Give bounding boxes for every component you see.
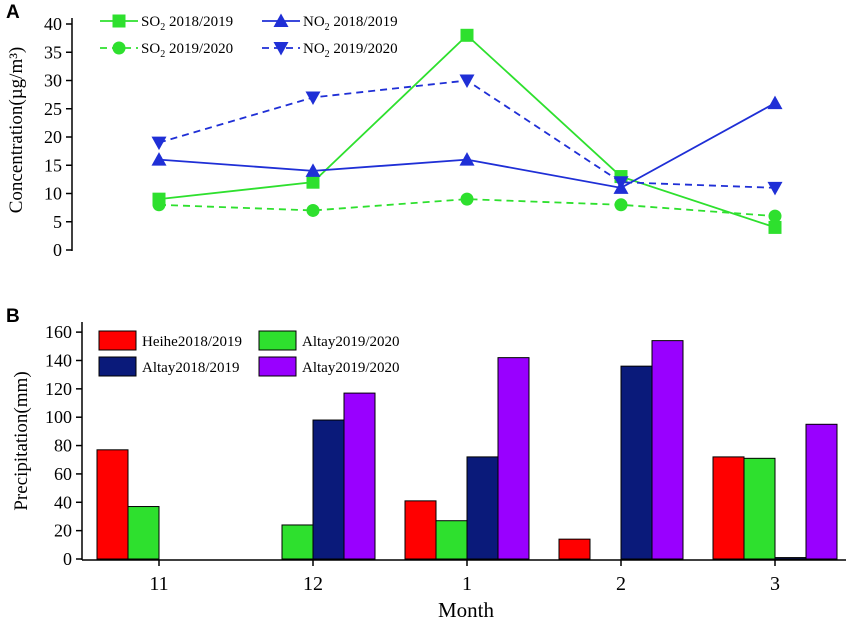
y-tick-label: 60 [54,464,72,484]
y-tick-label: 20 [54,521,72,541]
legend-label: Altay2019/2020 [302,360,400,376]
bar-group [96,340,838,560]
data-point-so2-2019-2020 [460,192,474,206]
bar-altay2018-2019-2 [774,557,807,560]
bar-altay2019-2020-3 [343,392,376,560]
x-tick-label: 11 [149,573,168,595]
y-tick-label: 80 [54,436,72,456]
legend-swatch [98,330,137,351]
legend-label: Altay2018/2019 [142,360,240,376]
legend-label: SO2 2019/2020 [141,41,233,60]
y-tick-group: 0 20 40 60 80 100 120 140 160 [45,322,82,569]
bar-altay2019-2020-3 [497,357,530,560]
data-point-no2-2018-2019 [459,152,475,166]
bar-heihe2018-2019-0 [404,500,437,560]
legend-swatch [258,330,297,351]
y-axis-title-b: Precipitation(mm) [11,371,32,510]
legend-a: SO2 2018/2019 NO2 2018/2019 SO2 2019/2020 N… [100,13,398,60]
data-point-so2-2019-2020 [614,198,628,212]
bar-altay2018-2019-2 [620,365,653,560]
y-tick-label: 100 [45,407,72,427]
data-point-so2-2019-2020 [152,198,166,212]
series-line-no2-2019-2020 [158,79,776,189]
data-point-no2-2018-2019 [151,152,167,166]
bar-heihe2018-2019-0 [96,449,129,560]
panel-a-label: A [6,2,20,23]
y-axis-a: 0 5 10 15 20 25 30 35 40 [44,14,73,260]
legend-marker [112,41,126,55]
data-point-no2-2018-2019 [305,163,321,177]
y-tick-label: 120 [45,379,72,399]
legend-label: Heihe2018/2019 [142,334,242,350]
x-axis-title-b: Month [438,598,495,622]
x-tick-label: 1 [462,573,472,595]
series-line-so2-2019-2020 [158,198,776,217]
y-tick-label: 20 [44,127,62,147]
data-point-no2-2019-2020 [151,136,167,151]
bar-altay2019-2020-3 [805,423,838,560]
legend-label: SO2 2018/2019 [141,14,233,33]
y-tick-label: 35 [44,42,62,62]
legend-label: NO2 2018/2019 [303,14,398,33]
data-point-so2-2018-2019 [768,220,782,234]
y-tick-label: 0 [63,549,72,569]
line-chart-concentration: 0 5 10 15 20 25 30 35 40 Concentration(µg/m³) SO… [6,13,783,260]
y-tick-label: 5 [53,212,62,232]
bar-altay2019-2020-1 [743,457,776,560]
y-tick-label: 30 [44,71,62,91]
y-tick-label: 15 [44,155,62,175]
bar-altay2019-2020-1 [127,506,160,560]
bar-heihe2018-2019-0 [712,456,745,560]
y-tick-label: 140 [45,350,72,370]
data-point-so2-2018-2019 [460,28,474,42]
data-point-no2-2018-2019 [767,95,783,110]
x-tick-label: 12 [303,573,323,595]
bar-altay2018-2019-2 [312,419,345,560]
y-tick-label: 10 [44,184,62,204]
bar-altay2019-2020-1 [281,524,314,560]
y-tick-label: 25 [44,99,62,119]
x-tick-label: 3 [770,573,780,595]
legend-label: Altay2019/2020 [302,334,400,350]
y-tick-label: 160 [45,322,72,342]
data-point-no2-2019-2020 [305,91,321,105]
legend-label: NO2 2019/2020 [303,41,398,60]
data-point-so2-2018-2019 [306,175,320,189]
y-tick-label: 40 [54,492,72,512]
data-point-no2-2019-2020 [767,181,783,196]
panel-b-label: B [6,306,20,327]
data-point-so2-2019-2020 [306,203,320,217]
legend-swatch [98,356,137,377]
bar-heihe2018-2019-0 [558,538,591,560]
legend-marker [112,14,126,28]
data-point-no2-2019-2020 [613,176,629,190]
y-tick-label: 40 [44,14,62,34]
data-point-no2-2019-2020 [459,74,475,88]
bar-altay2018-2019-2 [466,456,499,560]
x-tick-group: 11 12 1 2 3 [149,560,780,595]
series-lines [151,28,783,234]
x-tick-label: 2 [616,573,626,595]
data-point-so2-2019-2020 [768,209,782,223]
y-axis-title-a: Concentration(µg/m³) [6,47,27,214]
bar-altay2019-2020-3 [651,340,684,560]
bar-altay2019-2020-1 [435,520,468,560]
legend-marker [273,13,289,27]
legend-swatch [258,356,297,377]
y-tick-group: 0 5 10 15 20 25 30 35 40 [44,14,72,260]
y-tick-label: 0 [53,240,62,260]
legend-marker [273,42,289,56]
legend-b: Heihe2018/2019 Altay2019/2020 Altay2018/20… [98,330,400,377]
